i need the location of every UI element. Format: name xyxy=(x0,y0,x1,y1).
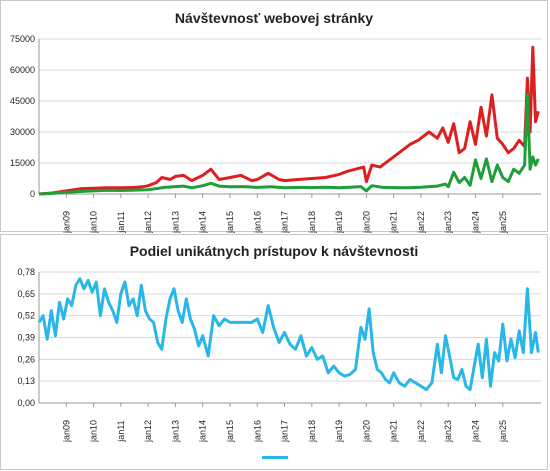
chart-visits-plot: 0 15000 30000 45000 60000 75000 jan09 jan10 jan1… xyxy=(10,34,541,233)
chart-visits-panel: Návštevnosť webovej stránky 0 15000 30000 4… xyxy=(0,0,548,233)
y-tick-label: 0,26 xyxy=(17,354,35,364)
x-tick-label: jan20 xyxy=(361,211,371,233)
x-tick-label: jan22 xyxy=(416,420,426,443)
y-tick-label: 0,13 xyxy=(17,376,35,386)
x-tick-label: jan24 xyxy=(471,420,481,443)
x-tick-label: jan09 xyxy=(61,211,71,233)
series-line-unique xyxy=(38,93,540,196)
y-tick-label: 0,65 xyxy=(17,289,35,299)
x-tick-label: jan17 xyxy=(280,211,290,233)
x-tick-label: jan22 xyxy=(416,211,426,233)
x-tick-label: jan14 xyxy=(198,211,208,233)
x-tick-label: jan10 xyxy=(89,420,99,443)
x-tick-label: jan16 xyxy=(252,420,262,443)
x-tick-label: jan21 xyxy=(389,211,399,233)
x-tick-label: jan23 xyxy=(443,420,453,443)
y-tick-label: 0,00 xyxy=(17,398,35,408)
x-tick-label: jan12 xyxy=(143,211,153,233)
y-tick-label: 75000 xyxy=(10,34,35,44)
legend-series-swatch xyxy=(262,456,288,459)
chart-ratio-panel: Podiel unikátnych prístupov k návštevnos… xyxy=(0,234,548,470)
x-tick-label: jan17 xyxy=(280,420,290,443)
x-tick-label: jan24 xyxy=(471,211,481,233)
x-tick-label: jan09 xyxy=(61,420,71,443)
y-tick-label: 0,52 xyxy=(17,311,35,321)
x-tick-label: jan20 xyxy=(361,420,371,443)
x-tick-label: jan14 xyxy=(198,420,208,443)
x-tick-label: jan25 xyxy=(498,211,508,233)
x-tick-label: jan19 xyxy=(334,211,344,233)
chart-title: Návštevnosť webovej stránky xyxy=(174,10,374,26)
x-tick-label: jan11 xyxy=(116,420,126,442)
y-tick-label: 0,78 xyxy=(17,267,35,277)
x-tick-label: jan16 xyxy=(252,211,262,233)
y-tick-label: 45000 xyxy=(10,96,35,106)
x-tick-label: jan23 xyxy=(443,211,453,233)
y-tick-label: 60000 xyxy=(10,65,35,75)
y-tick-label: 30000 xyxy=(10,127,35,137)
chart-title: Podiel unikátnych prístupov k návštevnos… xyxy=(129,243,419,259)
x-tick-label: jan25 xyxy=(498,420,508,443)
x-tick-label: jan12 xyxy=(143,420,153,443)
x-tick-label: jan21 xyxy=(389,420,399,443)
x-tick-label: jan15 xyxy=(225,211,235,233)
x-tick-label: jan15 xyxy=(225,420,235,443)
chart-ratio-plot: 0,00 0,13 0,26 0,39 0,52 0,65 0,78 jan09 jan10 ja… xyxy=(17,267,541,443)
x-tick-label: jan10 xyxy=(89,211,99,233)
x-tick-label: jan11 xyxy=(116,211,126,233)
x-tick-label: jan19 xyxy=(334,420,344,443)
y-tick-label: 0 xyxy=(30,189,35,199)
series-line-ratio xyxy=(37,277,540,392)
x-tick-label: jan13 xyxy=(170,420,180,443)
x-tick-label: jan18 xyxy=(307,211,317,233)
x-tick-label: jan13 xyxy=(170,211,180,233)
x-tick-label: jan18 xyxy=(307,420,317,443)
y-tick-label: 15000 xyxy=(10,158,35,168)
y-tick-label: 0,39 xyxy=(17,333,35,343)
series-line-total xyxy=(38,45,540,196)
